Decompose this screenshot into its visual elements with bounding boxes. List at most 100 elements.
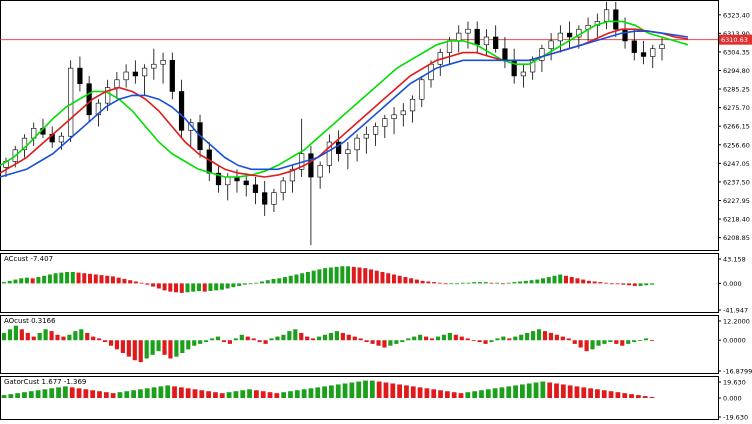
histogram-bar <box>234 391 239 398</box>
histogram-bar <box>277 278 281 283</box>
histogram-bar <box>531 331 535 340</box>
histogram-bar <box>61 337 65 341</box>
histogram-bar <box>168 283 172 291</box>
histogram-bar <box>363 268 367 283</box>
candle-body <box>115 80 120 88</box>
histogram-bar <box>156 340 160 351</box>
histogram-bar <box>466 283 470 284</box>
histogram-bar <box>622 393 627 398</box>
histogram-bar <box>83 389 88 398</box>
histogram-bar <box>346 266 350 283</box>
candle-body <box>475 29 480 45</box>
histogram-bar <box>478 282 482 283</box>
histogram-bar <box>226 283 230 288</box>
y-tick-label: 6227.95 <box>723 197 750 205</box>
histogram-bar <box>97 338 101 340</box>
histogram-bar <box>309 388 314 398</box>
histogram-bar <box>570 277 574 283</box>
histogram-bar <box>266 280 270 283</box>
candle-body <box>604 10 609 22</box>
pane-border <box>1 316 719 374</box>
histogram-bar <box>543 331 547 340</box>
histogram-bar <box>371 340 375 344</box>
histogram-bar <box>105 276 109 284</box>
histogram-bar <box>56 387 61 398</box>
histogram-bar <box>197 283 201 291</box>
histogram-bar <box>527 383 532 398</box>
histogram-bar <box>99 275 103 283</box>
histogram-bar <box>608 340 612 342</box>
histogram-bar <box>403 277 407 283</box>
histogram-bar <box>495 338 499 340</box>
histogram-bar <box>336 384 341 398</box>
histogram-bar <box>411 386 416 398</box>
y-tick-label: 6266.15 <box>723 123 750 131</box>
histogram-bar <box>145 388 150 398</box>
y-tick-label: 0.000 <box>723 280 742 288</box>
histogram-bar <box>179 387 184 398</box>
histogram-bar <box>77 273 81 284</box>
histogram-bar <box>349 383 354 398</box>
histogram-bar <box>254 283 258 284</box>
histogram-bar <box>186 340 190 349</box>
histogram-bar <box>588 388 593 398</box>
histogram-bar <box>636 395 641 398</box>
histogram-bar <box>392 275 396 284</box>
histogram-bar <box>97 391 102 398</box>
histogram-bar <box>549 333 553 340</box>
histogram-bar <box>575 278 579 283</box>
y-tick-label: 6294.80 <box>723 67 750 75</box>
histogram-bar <box>432 282 436 283</box>
candle-body <box>262 193 267 205</box>
y-tick-label: 6247.05 <box>723 160 750 168</box>
histogram-bar <box>227 392 232 398</box>
y-tick-label: 0.0000 <box>723 337 746 345</box>
histogram-bar <box>525 333 529 340</box>
histogram-bar <box>426 281 430 283</box>
histogram-bar <box>43 389 48 398</box>
histogram-bar <box>465 392 470 398</box>
histogram-bar <box>63 386 68 398</box>
histogram-bar <box>335 267 339 283</box>
histogram-bar <box>610 283 614 284</box>
histogram-bar <box>384 383 389 398</box>
histogram-bar <box>369 269 373 283</box>
candle-body <box>549 41 554 49</box>
histogram-bar <box>650 397 655 398</box>
histogram-bar <box>283 277 287 283</box>
candle-body <box>401 111 406 115</box>
histogram-bar <box>124 391 129 398</box>
histogram-bar <box>71 272 75 283</box>
histogram-bar <box>121 340 125 353</box>
candle-body <box>521 72 526 76</box>
histogram-bar <box>512 282 516 283</box>
candle-body <box>456 33 461 41</box>
histogram-bar <box>581 387 586 398</box>
histogram-bar <box>240 390 245 398</box>
histogram-bar <box>590 340 594 349</box>
histogram-bar <box>104 392 109 398</box>
histogram-bar <box>394 340 398 344</box>
candle-body <box>318 165 323 177</box>
histogram-bar <box>168 340 172 358</box>
y-tick-label: 6304.35 <box>723 48 750 56</box>
histogram-bar <box>620 340 624 345</box>
histogram-bar <box>258 340 262 342</box>
histogram-bar <box>495 283 499 284</box>
histogram-bar <box>424 337 428 341</box>
candle-body <box>373 126 378 134</box>
histogram-bar <box>398 276 402 284</box>
histogram-bar <box>289 276 293 284</box>
histogram-bar <box>347 335 351 340</box>
histogram-bar <box>254 390 259 398</box>
histogram-bar <box>203 283 207 291</box>
histogram-bar <box>596 340 600 345</box>
candle-body <box>161 60 166 64</box>
histogram-bar <box>343 383 348 398</box>
histogram-bar <box>415 280 419 284</box>
histogram-bar <box>554 383 559 398</box>
histogram-bar <box>49 388 54 398</box>
histogram-bar <box>49 331 53 340</box>
histogram-bar <box>609 391 614 398</box>
